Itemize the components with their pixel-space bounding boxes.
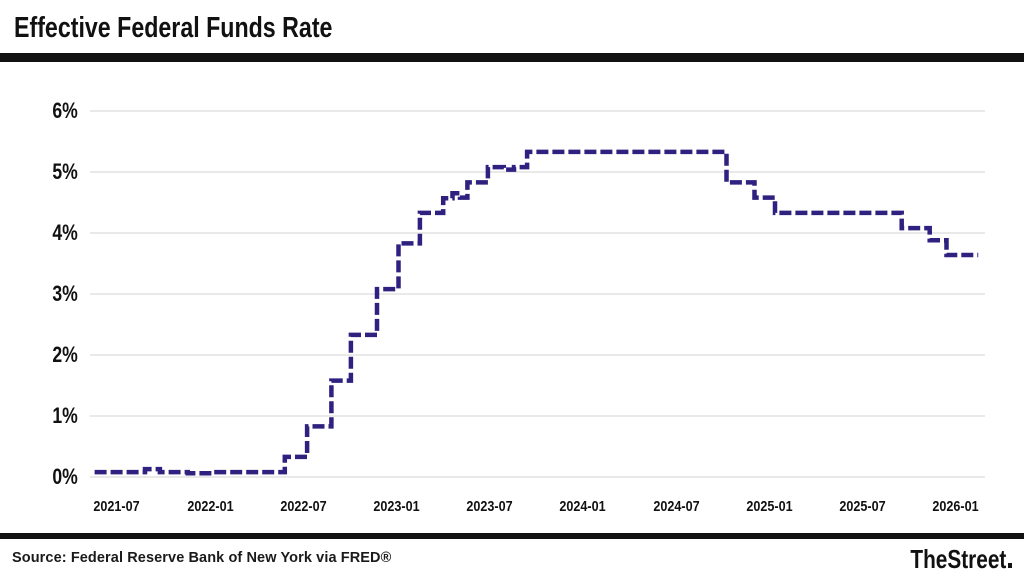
- gridline-2%: [90, 354, 985, 356]
- gridline-1%: [90, 415, 985, 417]
- gridline-5%: [90, 171, 985, 173]
- x-axis-tick-label: 2024-01: [559, 498, 607, 515]
- x-axis-tick-label: 2022-07: [280, 498, 327, 515]
- gridline-6%: [90, 110, 985, 112]
- x-axis-tick-label: 2021-07: [93, 498, 141, 515]
- footer-divider-bar: [0, 533, 1024, 539]
- x-axis-tick-label: 2023-01: [373, 498, 420, 515]
- x-axis-tick-label: 2025-07: [839, 498, 886, 515]
- y-axis-tick-label: 2%: [52, 342, 78, 367]
- x-axis-tick-label: 2024-07: [653, 498, 700, 515]
- brand-logo-text: TheStreet: [910, 544, 1007, 574]
- chart-title-text: Effective Federal Funds Rate: [14, 12, 333, 44]
- x-axis-tick-label: 2022-01: [187, 498, 234, 515]
- brand-logo-dot: [1008, 563, 1012, 568]
- y-axis-tick-label: 0%: [52, 464, 78, 489]
- y-axis-tick-label: 4%: [52, 220, 78, 245]
- x-axis-tick-label: 2025-01: [746, 498, 793, 515]
- gridline-3%: [90, 293, 985, 295]
- brand-logo: TheStreet: [885, 544, 1012, 575]
- y-axis-tick-label: 1%: [52, 403, 78, 428]
- y-axis-tick-label: 3%: [52, 281, 78, 306]
- gridline-0%: [90, 476, 985, 478]
- chart-area: 0% 1% 2% 3% 4% 5% 6% 2021-07 2022-01 2022-07 2023-…: [0, 62, 1024, 533]
- gridline-4%: [90, 232, 985, 234]
- x-axis-tick-label: 2023-07: [466, 498, 513, 515]
- y-axis-tick-label: 5%: [52, 159, 78, 184]
- y-axis-tick-label: 6%: [52, 98, 78, 123]
- chart-title: Effective Federal Funds Rate: [14, 12, 412, 45]
- source-credit: Source: Federal Reserve Bank of New York…: [12, 550, 392, 566]
- x-axis-tick-label: 2026-01: [932, 498, 979, 515]
- title-divider-bar: [0, 53, 1024, 62]
